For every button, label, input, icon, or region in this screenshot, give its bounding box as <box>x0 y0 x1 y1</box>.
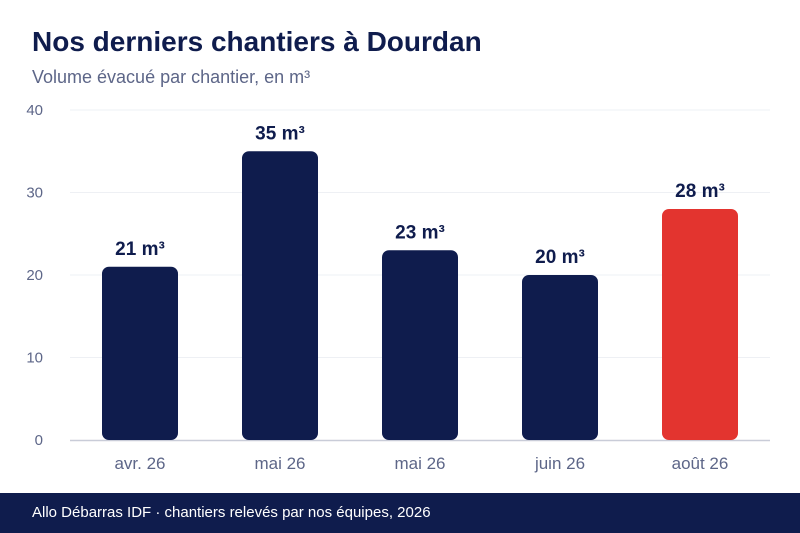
x-tick-label: mai 26 <box>394 454 445 473</box>
footer-bar: Allo Débarras IDF · chantiers relevés pa… <box>0 493 800 533</box>
bar-value-label: 35 m³ <box>255 123 305 144</box>
bar-value-label: 21 m³ <box>115 239 165 260</box>
x-tick-label: mai 26 <box>254 454 305 473</box>
bar-chart: 0 10 20 30 40 21 m³ avr. 26 35 m³ mai 26 23 m³ mai… <box>26 102 770 473</box>
y-tick-label: 20 <box>26 267 43 284</box>
bar-value-label: 20 m³ <box>535 247 585 268</box>
bar <box>242 151 318 440</box>
bar <box>522 275 598 440</box>
chart-subtitle: Volume évacué par chantier, en m³ <box>32 67 311 87</box>
x-tick-label: avr. 26 <box>114 454 165 473</box>
bar <box>382 250 458 440</box>
x-tick-label: août 26 <box>672 454 729 473</box>
y-tick-label: 40 <box>26 102 43 119</box>
bar-value-label: 23 m³ <box>395 222 445 243</box>
x-tick-label: juin 26 <box>534 454 585 473</box>
y-tick-label: 0 <box>35 432 43 449</box>
y-tick-label: 10 <box>26 350 43 367</box>
footer-source: Allo Débarras IDF · chantiers relevés pa… <box>32 504 431 521</box>
bar <box>102 266 178 440</box>
bar-value-label: 28 m³ <box>675 181 725 202</box>
chart-title: Nos derniers chantiers à Dourdan <box>32 26 482 57</box>
bar <box>662 209 738 440</box>
y-tick-label: 30 <box>26 185 43 202</box>
